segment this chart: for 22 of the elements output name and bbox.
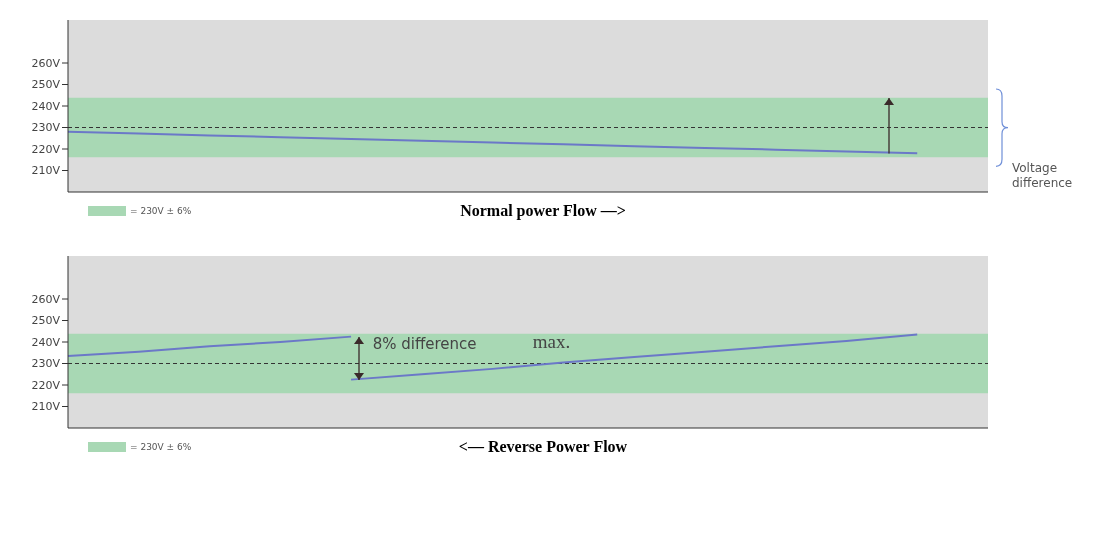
line-series [350,333,919,381]
line-series [67,335,353,357]
y-tick-label: 230V [31,357,61,371]
legend-label: = 230V ± 6% [130,206,192,216]
legend-label: = 230V ± 6% [130,442,192,452]
line-series [67,130,919,155]
x-axis-title: <— Reverse Power Flow [458,438,628,455]
y-tick-label: 260V [31,56,61,70]
y-tick-label: 240V [31,99,61,113]
annotation: max. [532,330,571,353]
y-tick-label: 210V [31,164,61,178]
y-tick-label: 210V [31,400,61,414]
y-tick-label: 230V [31,121,61,135]
y-tick-label: 250V [31,314,61,328]
y-tick-label: 260V [31,292,61,306]
y-tick-label: 220V [31,378,61,392]
annotation: 8% difference [372,334,477,353]
text: Voltage difference [1012,161,1074,192]
y-tick-label: 220V [31,142,61,156]
y-tick-label: 240V [31,335,61,349]
y-tick-label: 250V [31,78,61,92]
x-axis-title: Normal power Flow —> [460,202,626,219]
